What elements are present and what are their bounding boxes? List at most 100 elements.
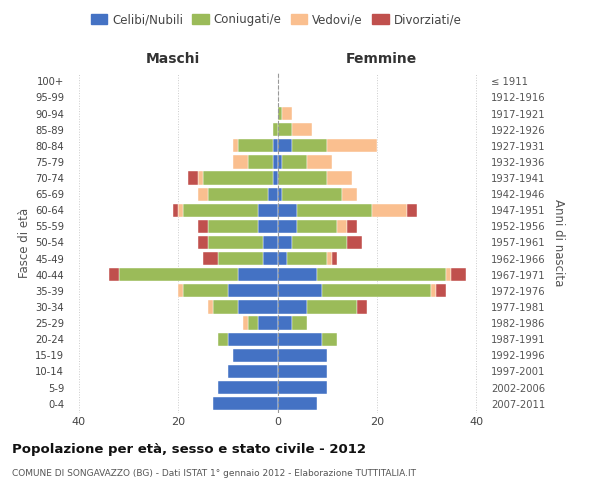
Bar — [228, 365, 277, 378]
Bar — [292, 139, 327, 152]
Bar — [208, 188, 268, 201]
Bar — [263, 236, 277, 249]
Bar — [228, 284, 277, 298]
Bar — [272, 123, 277, 136]
Bar — [277, 236, 292, 249]
Legend: Celibi/Nubili, Coniugati/e, Vedovi/e, Divorziati/e: Celibi/Nubili, Coniugati/e, Vedovi/e, Di… — [86, 8, 466, 31]
Bar — [198, 220, 208, 233]
Bar — [342, 188, 357, 201]
Bar — [183, 284, 228, 298]
Bar — [198, 236, 208, 249]
Bar — [257, 316, 277, 330]
Bar — [372, 204, 407, 217]
Text: COMUNE DI SONGAVAZZO (BG) - Dati ISTAT 1° gennaio 2012 - Elaborazione TUTTITALIA: COMUNE DI SONGAVAZZO (BG) - Dati ISTAT 1… — [12, 469, 416, 478]
Bar — [277, 381, 327, 394]
Bar — [272, 156, 277, 168]
Bar — [337, 220, 347, 233]
Bar — [298, 204, 372, 217]
Bar — [277, 252, 287, 265]
Bar — [277, 139, 292, 152]
Text: Maschi: Maschi — [146, 52, 200, 66]
Bar — [436, 284, 446, 298]
Y-axis label: Fasce di età: Fasce di età — [18, 208, 31, 278]
Bar — [248, 316, 257, 330]
Bar — [218, 332, 228, 346]
Bar — [233, 348, 277, 362]
Bar — [283, 188, 342, 201]
Bar — [451, 268, 466, 281]
Bar — [322, 332, 337, 346]
Bar — [277, 284, 322, 298]
Bar — [277, 156, 283, 168]
Bar — [238, 139, 272, 152]
Bar — [332, 252, 337, 265]
Bar — [277, 220, 298, 233]
Text: Femmine: Femmine — [346, 52, 418, 66]
Bar — [257, 204, 277, 217]
Bar — [248, 156, 272, 168]
Bar — [277, 123, 292, 136]
Bar — [238, 300, 277, 314]
Bar — [188, 172, 198, 184]
Bar — [357, 300, 367, 314]
Bar — [233, 156, 248, 168]
Bar — [119, 268, 238, 281]
Bar — [178, 284, 183, 298]
Bar — [277, 348, 327, 362]
Bar — [277, 188, 283, 201]
Bar — [213, 397, 277, 410]
Bar — [277, 397, 317, 410]
Bar — [283, 156, 307, 168]
Bar — [307, 300, 357, 314]
Bar — [257, 220, 277, 233]
Bar — [322, 284, 431, 298]
Bar — [277, 204, 298, 217]
Bar — [272, 172, 277, 184]
Bar — [208, 220, 257, 233]
Bar — [218, 252, 263, 265]
Bar — [287, 252, 327, 265]
Bar — [347, 236, 362, 249]
Bar — [198, 188, 208, 201]
Bar — [277, 316, 292, 330]
Bar — [233, 139, 238, 152]
Bar — [203, 252, 218, 265]
Bar — [208, 236, 263, 249]
Bar — [431, 284, 436, 298]
Y-axis label: Anni di nascita: Anni di nascita — [552, 199, 565, 286]
Bar — [109, 268, 119, 281]
Bar — [317, 268, 446, 281]
Bar — [277, 365, 327, 378]
Bar — [277, 332, 322, 346]
Bar — [213, 300, 238, 314]
Bar — [327, 139, 377, 152]
Bar — [243, 316, 248, 330]
Bar — [327, 172, 352, 184]
Text: Popolazione per età, sesso e stato civile - 2012: Popolazione per età, sesso e stato civil… — [12, 442, 366, 456]
Bar — [218, 381, 277, 394]
Bar — [277, 268, 317, 281]
Bar — [228, 332, 277, 346]
Bar — [183, 204, 257, 217]
Bar — [178, 204, 183, 217]
Bar — [347, 220, 357, 233]
Bar — [277, 107, 283, 120]
Bar — [292, 123, 312, 136]
Bar — [208, 300, 213, 314]
Bar — [198, 172, 203, 184]
Bar — [298, 220, 337, 233]
Bar — [292, 316, 307, 330]
Bar — [277, 300, 307, 314]
Bar — [292, 236, 347, 249]
Bar — [283, 107, 292, 120]
Bar — [203, 172, 272, 184]
Bar — [407, 204, 416, 217]
Bar — [268, 188, 277, 201]
Bar — [272, 139, 277, 152]
Bar — [327, 252, 332, 265]
Bar — [263, 252, 277, 265]
Bar — [277, 172, 327, 184]
Bar — [446, 268, 451, 281]
Bar — [173, 204, 178, 217]
Bar — [238, 268, 277, 281]
